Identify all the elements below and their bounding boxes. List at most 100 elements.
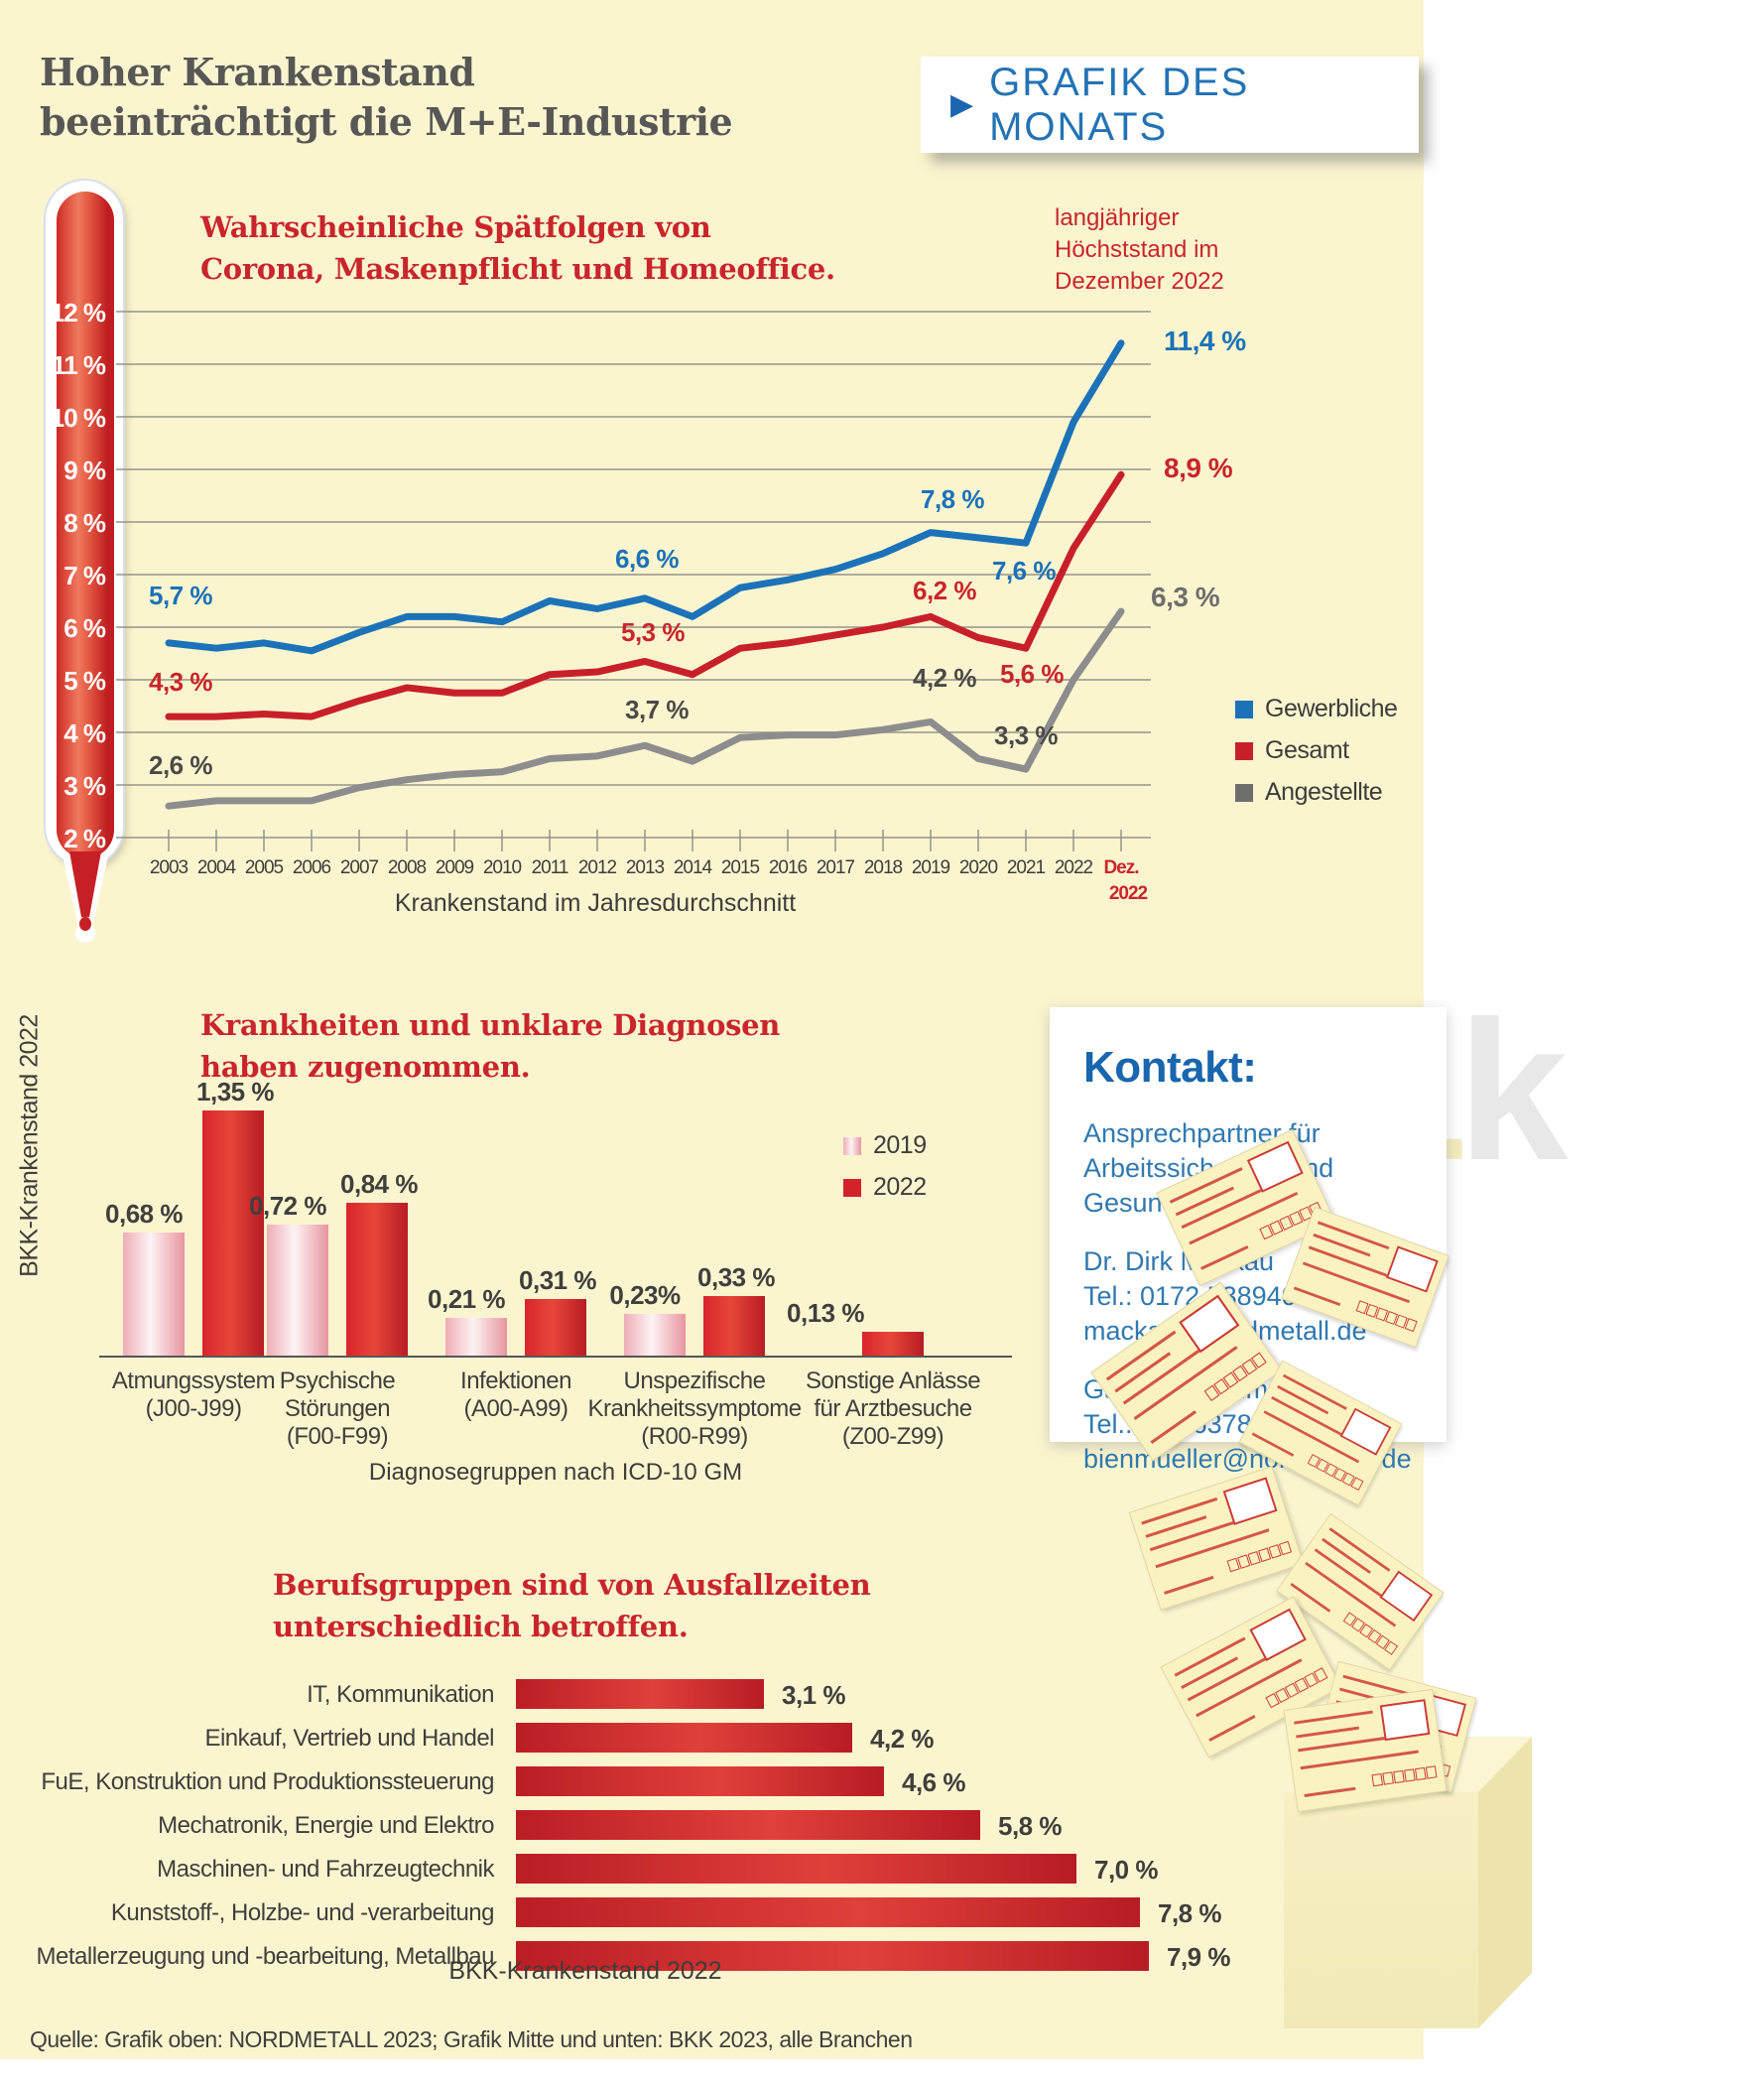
bar-2019 <box>445 1318 507 1356</box>
y-axis-tick-label: 5 % <box>63 666 106 696</box>
x-axis-year-label: 2019 <box>911 857 950 878</box>
hbar-row-label: Mechatronik, Energie und Elektro <box>158 1812 494 1839</box>
play-arrow-icon: ▶ <box>950 88 974 121</box>
x-axis-year-label: 2011 <box>531 857 569 878</box>
bar-chart-title-line1: Krankheiten und unklare Diagnosen <box>200 1008 781 1042</box>
bar-2022-value-label: 0,31 % <box>519 1265 596 1295</box>
bar-2022-value-label: 0,33 % <box>697 1262 775 1292</box>
y-axis-tick-label: 10 % <box>50 403 106 433</box>
x-axis-year-label: 2021 <box>1006 857 1046 878</box>
line-value-label: 5,7 % <box>149 581 213 610</box>
hbar-value-label: 7,0 % <box>1094 1855 1159 1885</box>
form-line <box>1322 1537 1371 1574</box>
form-line <box>1293 1286 1341 1307</box>
form-line <box>1296 1726 1359 1739</box>
legend-label-gewerbliche: Gewerbliche <box>1265 695 1398 722</box>
line-value-label: 4,3 % <box>149 667 213 697</box>
hbar-chart-title-line2: unterschiedlich betroffen. <box>273 1610 689 1643</box>
y-axis-tick-label: 7 % <box>63 561 106 590</box>
bar-category-label: (Z00-Z99) <box>841 1423 945 1450</box>
bar-category-label: für Arztbesuche <box>814 1395 972 1422</box>
form-white-field <box>1339 1407 1392 1456</box>
legend-row-2022: 2022 <box>843 1173 927 1202</box>
x-axis-year-label: 2013 <box>625 857 665 878</box>
collection-box-right <box>1478 1737 1532 2028</box>
form-line <box>1277 1384 1329 1415</box>
hbar-bar <box>516 1679 764 1709</box>
bar-chart-ylabel: BKK-Krankenstand 2022 <box>15 1014 44 1277</box>
bar-2022 <box>862 1332 924 1356</box>
form-line <box>1181 1656 1239 1690</box>
legend-row-gewerbliche: Gewerbliche <box>1235 695 1398 723</box>
legend-swatch-red <box>1235 741 1253 760</box>
bar-category-label: (A00-A99) <box>463 1395 568 1422</box>
x-axis-year-label: 2016 <box>768 857 808 878</box>
x-axis-year-label: 2003 <box>149 857 189 878</box>
x-axis-dez-label: Dez. <box>1103 857 1139 878</box>
watermark-k: k <box>1457 980 1568 1202</box>
x-axis-dez-year-label: 2022 <box>1108 883 1148 904</box>
bar-2019-value-label: 0,21 % <box>428 1284 505 1314</box>
line-value-label: 4,2 % <box>913 663 977 693</box>
bar-chart-title: Krankheiten und unklare Diagnosen haben … <box>200 1004 780 1088</box>
form-white-field <box>1379 1699 1431 1742</box>
bar-chart-title-line2: haben zugenommen. <box>200 1050 531 1084</box>
page-title-line1: Hoher Krankenstand <box>40 50 475 94</box>
hbar-chart-title-line1: Berufsgruppen sind von Ausfallzeiten <box>273 1568 871 1602</box>
hbar-row-label: Einkauf, Vertrieb und Handel <box>204 1725 494 1752</box>
form-white-field <box>1179 1294 1240 1354</box>
bar-2022-value-label: 0,84 % <box>340 1169 418 1199</box>
form-checkbox <box>1393 1769 1405 1784</box>
form-white-field <box>1222 1477 1278 1525</box>
bar-chart-xlabel: Diagnosegruppen nach ICD-10 GM <box>368 1459 743 1486</box>
x-axis-year-label: 2022 <box>1054 857 1093 878</box>
legend-label-angestellte: Angestellte <box>1265 778 1383 806</box>
form-white-field <box>1379 1570 1434 1623</box>
hbar-chart-title: Berufsgruppen sind von Ausfallzeiten unt… <box>273 1564 871 1647</box>
form-checkbox <box>1382 1771 1394 1785</box>
x-axis-year-label: 2015 <box>720 857 760 878</box>
bar-category-label: Sonstige Anlässe <box>805 1367 981 1394</box>
badge-label: GRAFIK DES MONATS <box>989 60 1250 149</box>
bar-2022 <box>346 1203 408 1356</box>
legend-row-2019: 2019 <box>843 1131 927 1160</box>
legend-label-2019: 2019 <box>873 1131 927 1159</box>
bar-category-label: Psychische <box>279 1367 396 1394</box>
x-axis-year-label: 2008 <box>387 857 427 878</box>
y-axis-tick-label: 6 % <box>63 613 106 643</box>
hbar-row-label: FuE, Konstruktion und Produktionssteueru… <box>41 1768 494 1795</box>
hbar-bar <box>516 1897 1140 1927</box>
hbar-bar <box>516 1941 1149 1971</box>
legend-swatch-2019 <box>843 1136 861 1155</box>
bar-2019-value-label: 0,23% <box>609 1280 681 1310</box>
form-line <box>1175 1186 1234 1217</box>
line-chart-title: Wahrscheinliche Spätfolgen von Corona, M… <box>200 206 835 290</box>
bar-category-label: Atmungssystem <box>111 1367 276 1394</box>
hbar-value-label: 3,1 % <box>782 1680 846 1710</box>
line-chart <box>116 311 1151 851</box>
thermometer-tip-inner <box>79 917 91 931</box>
record-note: langjähriger Höchststand im Dezember 202… <box>1055 202 1224 298</box>
x-axis-year-label: 2017 <box>816 857 855 878</box>
form-line <box>1164 1575 1214 1595</box>
y-axis-tick-label: 11 % <box>52 350 106 380</box>
bar-2019 <box>267 1225 328 1356</box>
line-value-label: 2,6 % <box>149 750 213 780</box>
hbar-row-label: Maschinen- und Fahrzeugtechnik <box>157 1856 494 1883</box>
bar-2022-value-label: 1,35 % <box>196 1077 274 1107</box>
form-line <box>1294 1710 1373 1725</box>
form-checkbox <box>1404 1768 1416 1782</box>
form-checkbox <box>1415 1766 1427 1781</box>
hbar-bar <box>516 1810 980 1840</box>
form-line <box>1304 1786 1356 1797</box>
record-note-line3: Dezember 2022 <box>1055 268 1224 295</box>
line-chart-xlabel: Krankenstand im Jahresdurchschnitt <box>394 889 797 917</box>
legend-label-2022: 2022 <box>873 1173 927 1201</box>
y-axis-tick-label: 2 % <box>63 824 106 853</box>
sick-note-form <box>1283 1688 1448 1813</box>
source-line: Quelle: Grafik oben: NORDMETALL 2023; Gr… <box>30 2026 913 2052</box>
collection-box-front <box>1284 1792 1478 2028</box>
form-white-field <box>1386 1245 1439 1293</box>
form-line <box>1200 1245 1249 1270</box>
record-note-line2: Höchststand im <box>1055 236 1219 263</box>
